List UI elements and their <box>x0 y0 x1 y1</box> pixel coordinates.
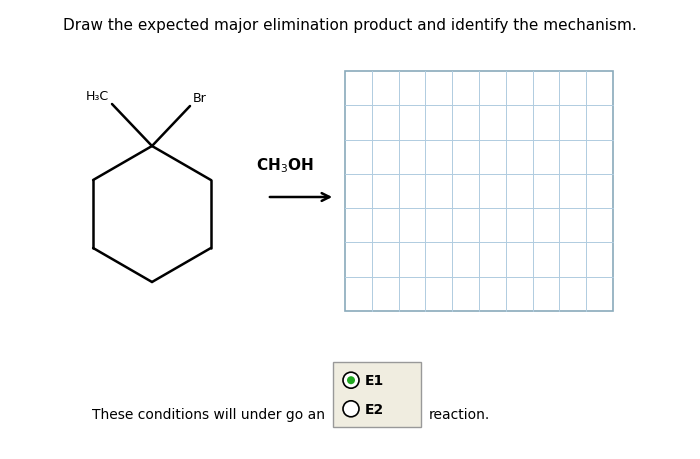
Text: Br: Br <box>193 92 206 105</box>
Text: CH$_3$OH: CH$_3$OH <box>256 156 314 174</box>
Text: Draw the expected major elimination product and identify the mechanism.: Draw the expected major elimination prod… <box>63 18 637 33</box>
Text: These conditions will under go an: These conditions will under go an <box>92 408 325 421</box>
Text: reaction.: reaction. <box>429 408 490 421</box>
Text: H₃C: H₃C <box>86 90 109 103</box>
Text: E1: E1 <box>365 373 384 387</box>
Bar <box>333 362 421 427</box>
Text: E2: E2 <box>365 402 384 416</box>
Circle shape <box>343 372 359 388</box>
Circle shape <box>347 376 355 384</box>
Circle shape <box>343 401 359 417</box>
Bar <box>345 72 613 311</box>
